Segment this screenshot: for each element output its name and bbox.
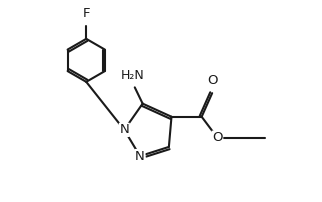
Text: O: O [212,131,223,144]
Text: H₂N: H₂N [120,69,144,82]
Text: F: F [82,7,90,20]
Text: O: O [207,74,217,87]
Text: N: N [119,123,129,136]
Text: N: N [135,150,145,163]
